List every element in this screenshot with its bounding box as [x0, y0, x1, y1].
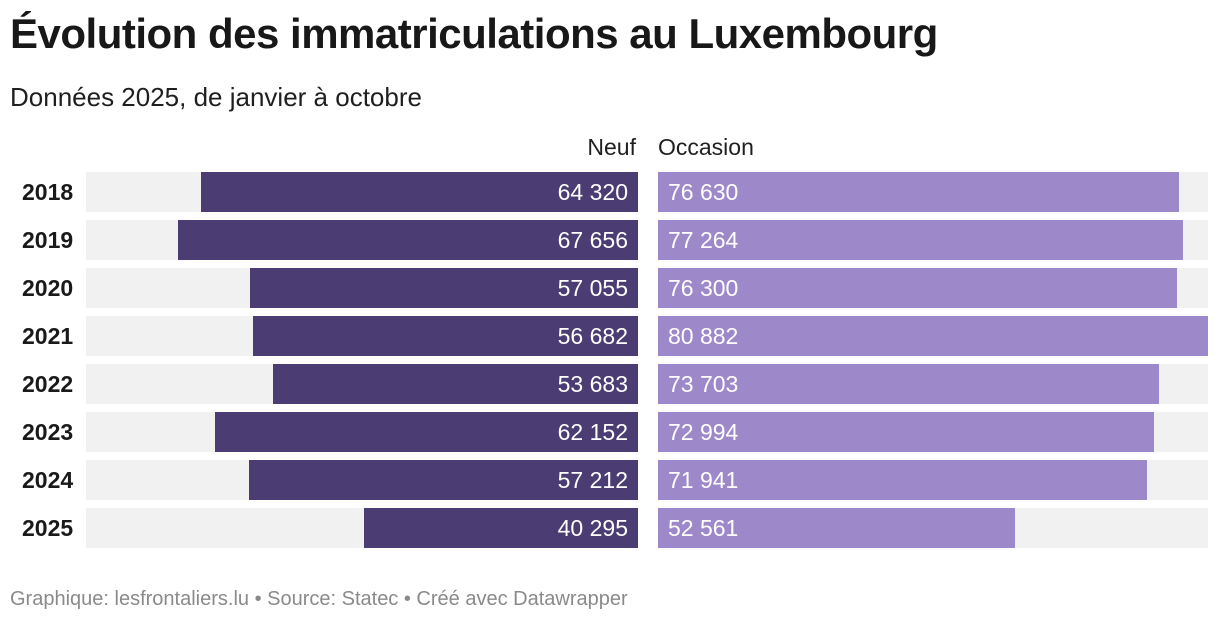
bar-neuf [253, 316, 638, 356]
value-label-occasion: 73 703 [668, 371, 739, 397]
bar-neuf [178, 220, 638, 260]
value-label-occasion: 72 994 [668, 419, 739, 445]
year-label: 2019 [22, 227, 74, 253]
chart-row: 2018 64 320 76 630 [0, 172, 1220, 212]
chart-row: 2020 57 055 76 300 [0, 268, 1220, 308]
chart-row: 2021 56 682 80 882 [0, 316, 1220, 356]
value-label-occasion: 71 941 [668, 467, 739, 493]
bar-neuf [250, 268, 638, 308]
value-label-neuf: 56 682 [557, 323, 628, 349]
series-label-neuf: Neuf [587, 134, 636, 160]
chart-title: Évolution des immatriculations au Luxemb… [10, 10, 938, 57]
bar-occasion [658, 508, 1015, 548]
value-label-occasion: 77 264 [668, 227, 739, 253]
bar-occasion [658, 460, 1147, 500]
value-label-occasion: 76 630 [668, 179, 739, 205]
series-label-occasion: Occasion [658, 134, 754, 160]
chart-row: 2022 53 683 73 703 [0, 364, 1220, 404]
bar-neuf [201, 172, 638, 212]
chart-row: 2024 57 212 71 941 [0, 460, 1220, 500]
value-label-neuf: 67 656 [557, 227, 628, 253]
year-label: 2021 [22, 323, 74, 349]
year-label: 2022 [22, 371, 74, 397]
year-label: 2023 [22, 419, 74, 445]
bar-neuf [215, 412, 638, 452]
value-label-neuf: 64 320 [557, 179, 628, 205]
chart-subtitle: Données 2025, de janvier à octobre [10, 82, 422, 112]
bar-occasion [658, 172, 1179, 212]
bar-occasion [658, 412, 1154, 452]
bar-neuf [249, 460, 638, 500]
year-label: 2024 [22, 467, 74, 493]
chart-row: 2019 67 656 77 264 [0, 220, 1220, 260]
bar-neuf [364, 508, 638, 548]
chart-row: 2025 40 295 52 561 [0, 508, 1220, 548]
value-label-neuf: 62 152 [557, 419, 628, 445]
value-label-occasion: 80 882 [668, 323, 739, 349]
value-label-occasion: 76 300 [668, 275, 739, 301]
value-label-neuf: 40 295 [557, 515, 628, 541]
bar-neuf [273, 364, 638, 404]
year-label: 2025 [22, 515, 74, 541]
bar-occasion [658, 220, 1183, 260]
year-label: 2020 [22, 275, 74, 301]
chart-footer: Graphique: lesfrontaliers.lu • Source: S… [10, 588, 628, 610]
bar-occasion [658, 268, 1177, 308]
value-label-occasion: 52 561 [668, 515, 739, 541]
year-label: 2018 [22, 179, 74, 205]
bar-occasion [658, 316, 1208, 356]
bar-occasion [658, 364, 1159, 404]
value-label-neuf: 53 683 [557, 371, 628, 397]
value-label-neuf: 57 212 [557, 467, 628, 493]
value-label-neuf: 57 055 [557, 275, 628, 301]
chart-row: 2023 62 152 72 994 [0, 412, 1220, 452]
